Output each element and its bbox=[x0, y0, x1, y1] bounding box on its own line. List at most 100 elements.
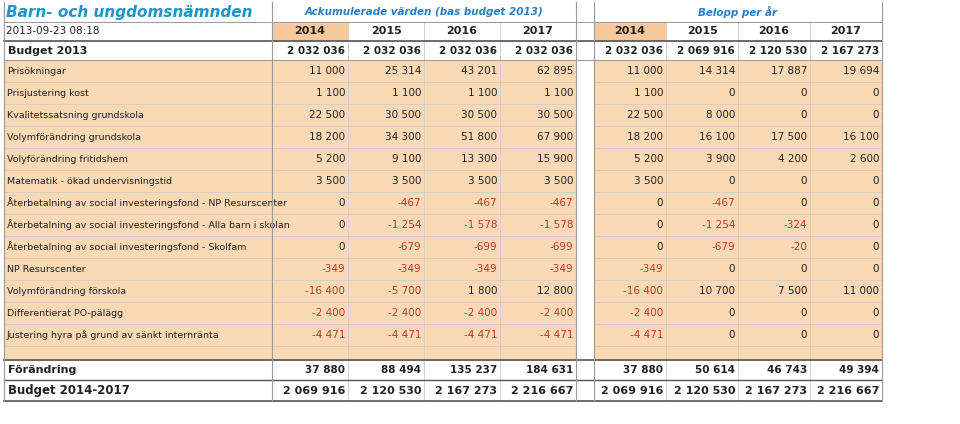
Bar bbox=[666, 192, 738, 214]
Text: -20: -20 bbox=[790, 242, 807, 252]
Bar bbox=[738, 324, 810, 346]
Bar bbox=[500, 192, 576, 214]
Text: 43 201: 43 201 bbox=[461, 66, 497, 76]
Bar bbox=[348, 302, 424, 324]
Bar bbox=[4, 60, 272, 82]
Bar bbox=[500, 22, 576, 41]
Text: Återbetalning av social investeringsfond - NP Resurscenter: Återbetalning av social investeringsfond… bbox=[7, 198, 287, 209]
Text: 17 887: 17 887 bbox=[771, 66, 807, 76]
Text: Prisjustering kost: Prisjustering kost bbox=[7, 89, 88, 98]
Bar bbox=[4, 41, 272, 60]
Bar bbox=[424, 82, 500, 104]
Text: 8 000: 8 000 bbox=[706, 110, 735, 120]
Text: -349: -349 bbox=[639, 264, 663, 274]
Bar bbox=[666, 82, 738, 104]
Bar bbox=[272, 170, 348, 192]
Text: 16 100: 16 100 bbox=[699, 132, 735, 142]
Bar bbox=[810, 192, 882, 214]
Text: 0: 0 bbox=[801, 264, 807, 274]
Text: Volyförändring fritidshem: Volyförändring fritidshem bbox=[7, 154, 128, 164]
Text: 46 743: 46 743 bbox=[767, 365, 807, 375]
Text: 49 394: 49 394 bbox=[839, 365, 879, 375]
Text: -2 400: -2 400 bbox=[388, 308, 421, 318]
Bar bbox=[666, 126, 738, 148]
Text: -349: -349 bbox=[397, 264, 421, 274]
Bar bbox=[424, 192, 500, 214]
Text: 3 900: 3 900 bbox=[706, 154, 735, 164]
Text: -1 254: -1 254 bbox=[702, 220, 735, 230]
Text: 2 167 273: 2 167 273 bbox=[745, 385, 807, 396]
Bar bbox=[594, 280, 666, 302]
Bar bbox=[738, 170, 810, 192]
Text: 0: 0 bbox=[801, 308, 807, 318]
Text: -16 400: -16 400 bbox=[305, 286, 345, 296]
Text: 50 614: 50 614 bbox=[695, 365, 735, 375]
Bar bbox=[348, 346, 424, 360]
Text: 0: 0 bbox=[801, 88, 807, 98]
Text: Belopp per år: Belopp per år bbox=[699, 6, 778, 18]
Text: -679: -679 bbox=[397, 242, 421, 252]
Text: 1 100: 1 100 bbox=[316, 88, 345, 98]
Bar bbox=[348, 280, 424, 302]
Bar bbox=[348, 192, 424, 214]
Bar bbox=[272, 60, 348, 82]
Text: Kvalitetssatsning grundskola: Kvalitetssatsning grundskola bbox=[7, 111, 144, 120]
Bar bbox=[738, 104, 810, 126]
Bar bbox=[594, 192, 666, 214]
Bar bbox=[594, 126, 666, 148]
Bar bbox=[810, 236, 882, 258]
Bar bbox=[594, 324, 666, 346]
Text: Volymförändring förskola: Volymförändring förskola bbox=[7, 287, 126, 296]
Bar bbox=[272, 380, 348, 401]
Bar bbox=[810, 170, 882, 192]
Text: -4 471: -4 471 bbox=[540, 330, 573, 340]
Text: -679: -679 bbox=[711, 242, 735, 252]
Bar bbox=[4, 104, 272, 126]
Bar bbox=[810, 258, 882, 280]
Bar bbox=[738, 192, 810, 214]
Bar bbox=[666, 360, 738, 380]
Text: 19 694: 19 694 bbox=[843, 66, 879, 76]
Text: 2 167 273: 2 167 273 bbox=[821, 45, 879, 56]
Text: 2017: 2017 bbox=[522, 26, 553, 36]
Text: 2 069 916: 2 069 916 bbox=[601, 385, 663, 396]
Text: 2015: 2015 bbox=[686, 26, 717, 36]
Bar bbox=[810, 41, 882, 60]
Text: 2 032 036: 2 032 036 bbox=[439, 45, 497, 56]
Text: 2 120 530: 2 120 530 bbox=[749, 45, 807, 56]
Bar bbox=[348, 380, 424, 401]
Text: 37 880: 37 880 bbox=[623, 365, 663, 375]
Text: -1 578: -1 578 bbox=[464, 220, 497, 230]
Text: 2016: 2016 bbox=[758, 26, 789, 36]
Text: Budget 2013: Budget 2013 bbox=[8, 45, 87, 56]
Text: -2 400: -2 400 bbox=[464, 308, 497, 318]
Bar bbox=[594, 82, 666, 104]
Bar bbox=[500, 380, 576, 401]
Text: 34 300: 34 300 bbox=[385, 132, 421, 142]
Text: 3 500: 3 500 bbox=[316, 176, 345, 186]
Text: Barn- och ungdomsnämnden: Barn- och ungdomsnämnden bbox=[6, 5, 252, 20]
Text: 2015: 2015 bbox=[371, 26, 401, 36]
Bar bbox=[4, 380, 272, 401]
Bar bbox=[424, 126, 500, 148]
Text: 25 314: 25 314 bbox=[385, 66, 421, 76]
Bar bbox=[810, 22, 882, 41]
Bar bbox=[810, 302, 882, 324]
Bar bbox=[272, 22, 348, 41]
Bar bbox=[348, 22, 424, 41]
Text: 30 500: 30 500 bbox=[461, 110, 497, 120]
Text: -467: -467 bbox=[711, 198, 735, 208]
Text: Volymförändring grundskola: Volymförändring grundskola bbox=[7, 132, 141, 142]
Bar bbox=[272, 126, 348, 148]
Bar bbox=[738, 22, 810, 41]
Text: 0: 0 bbox=[729, 308, 735, 318]
Bar bbox=[348, 236, 424, 258]
Text: 0: 0 bbox=[657, 242, 663, 252]
Bar bbox=[810, 324, 882, 346]
Bar bbox=[424, 170, 500, 192]
Bar bbox=[666, 214, 738, 236]
Bar bbox=[500, 324, 576, 346]
Bar bbox=[500, 214, 576, 236]
Bar bbox=[500, 360, 576, 380]
Text: 0: 0 bbox=[801, 176, 807, 186]
